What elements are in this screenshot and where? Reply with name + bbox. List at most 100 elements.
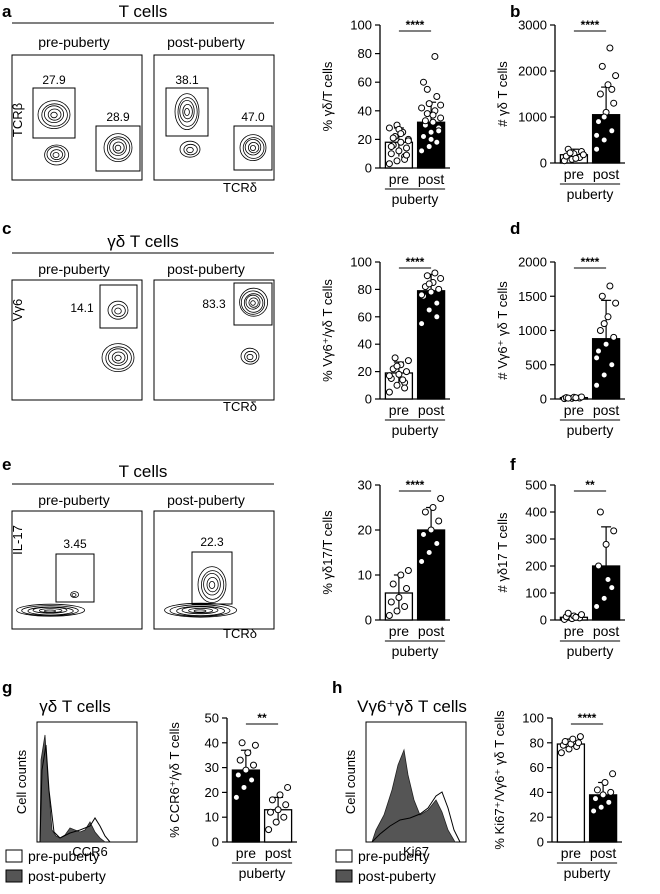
data-point: [602, 540, 610, 548]
data-point: [608, 361, 616, 369]
data-point: [429, 111, 437, 119]
y-tick-label: 0: [365, 613, 372, 628]
data-point: [284, 783, 292, 791]
group-label: puberty: [239, 865, 286, 881]
legend-post: post-puberty: [28, 868, 106, 884]
y-tick-label: 10: [205, 810, 219, 825]
data-point: [610, 527, 618, 535]
y-tick-label: 2000: [518, 64, 547, 79]
data-point: [276, 791, 284, 799]
gate-value: 28.9: [106, 110, 130, 124]
data-point: [564, 609, 572, 617]
contour-plot-left: [16, 591, 85, 617]
gate-value: 27.9: [42, 73, 66, 87]
y-axis-label: Cell counts: [343, 749, 358, 814]
data-point: [604, 81, 612, 89]
y-tick-label: 20: [358, 132, 372, 147]
significance-stars: ****: [581, 255, 600, 269]
y-tick-label: 1000: [518, 110, 547, 125]
contour-line: [179, 140, 201, 158]
data-point: [248, 776, 256, 784]
y-tick-label: 100: [525, 586, 547, 601]
category-label: pre: [389, 171, 409, 187]
plot-right: [153, 54, 275, 181]
data-point: [598, 292, 606, 300]
data-point: [403, 585, 410, 592]
data-point: [397, 130, 405, 138]
data-point: [604, 313, 612, 321]
contour-line: [176, 605, 226, 617]
y-tick-label: 20: [358, 364, 372, 379]
y-tick-label: 80: [358, 282, 372, 297]
contour-line: [174, 93, 200, 130]
contour-line: [114, 307, 122, 315]
histogram-pre: [39, 744, 111, 843]
contour-line: [105, 346, 132, 370]
data-point: [272, 818, 280, 826]
data-point: [404, 567, 412, 574]
contour-line: [177, 97, 198, 127]
data-point: [393, 381, 401, 389]
data-point: [274, 806, 282, 814]
data-point: [421, 117, 429, 125]
gate-value: 14.1: [70, 301, 94, 315]
plot-area: [36, 721, 138, 843]
group-label: puberty: [567, 643, 614, 659]
panel-label-a: a: [2, 2, 12, 21]
x-axis-label: Ki67: [403, 844, 429, 859]
contour-line: [44, 144, 69, 166]
legend-swatch-pre: [5, 849, 23, 863]
contour-plot-right: [174, 93, 267, 162]
data-point: [435, 517, 443, 525]
data-point: [572, 394, 580, 402]
data-point: [593, 131, 601, 139]
data-point: [268, 796, 276, 804]
contour-line: [38, 608, 63, 613]
data-point: [596, 327, 604, 334]
data-point: [600, 371, 608, 379]
contour-line: [16, 603, 85, 617]
group-label: puberty: [392, 191, 439, 207]
contour-line: [50, 149, 63, 161]
data-point: [593, 786, 601, 794]
data-point: [598, 62, 606, 70]
data-point: [429, 118, 437, 126]
contour-line: [114, 354, 122, 362]
contour-line: [103, 133, 133, 163]
data-point: [433, 299, 441, 307]
data-point: [557, 749, 565, 757]
data-point: [282, 801, 290, 809]
data-point: [599, 791, 607, 799]
y-tick-label: 0: [365, 392, 372, 407]
data-point: [425, 143, 433, 151]
gate-box: [165, 87, 209, 137]
data-point: [590, 807, 598, 815]
y-tick-label: 60: [530, 760, 544, 775]
data-point: [604, 576, 612, 583]
contour-line: [41, 103, 68, 127]
y-axis-label: # γδ17 T cells: [495, 512, 510, 592]
data-point: [564, 394, 572, 402]
y-tick-label: 20: [205, 785, 219, 800]
contour-line: [186, 146, 194, 154]
y-tick-label: 500: [525, 357, 547, 372]
bar-chart-h: 0 20 40 60 80 100 % Ki67⁺/Vγ6⁺ γδ T cells **** p…: [492, 710, 622, 881]
data-point: [423, 85, 431, 93]
y-tick-label: 0: [540, 392, 547, 407]
histogram-pre: [371, 791, 461, 843]
data-point: [437, 101, 445, 109]
gate-box: [32, 87, 76, 139]
y-tick-label: 0: [540, 613, 547, 628]
data-point: [606, 282, 614, 290]
category-label: post: [593, 166, 620, 182]
category-label: pre: [389, 623, 409, 639]
data-point: [566, 149, 574, 157]
y-tick-label: 0: [365, 161, 372, 176]
data-point: [242, 766, 250, 774]
data-point: [420, 78, 427, 86]
contour-line: [47, 108, 62, 121]
data-point: [433, 138, 441, 146]
y-tick-label: 200: [525, 559, 547, 574]
y-tick-label: 0: [537, 835, 544, 850]
category-label: post: [593, 402, 620, 418]
